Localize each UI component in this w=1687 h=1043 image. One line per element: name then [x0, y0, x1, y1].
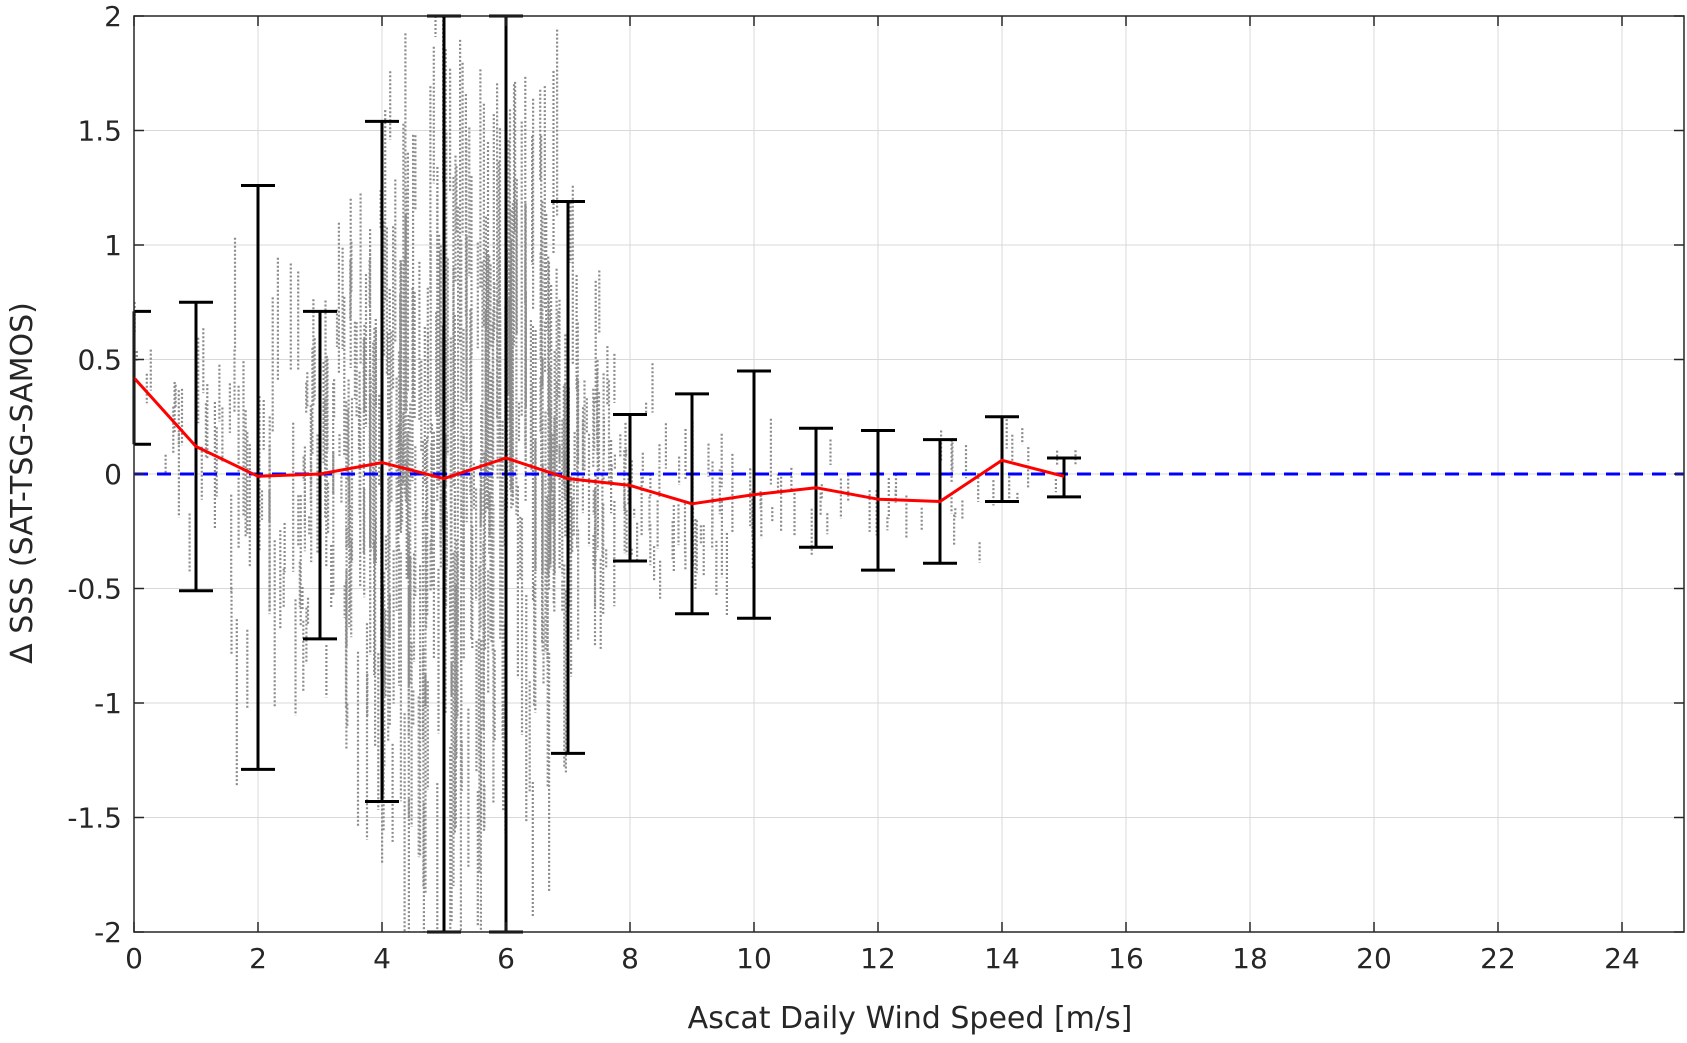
- x-tick-label: 4: [373, 942, 391, 975]
- scatter-points: [133, 16, 1077, 932]
- y-axis-title: Δ SSS (SAT-TSG-SAMOS): [5, 302, 40, 664]
- x-tick-label: 6: [497, 942, 515, 975]
- x-tick-label: 0: [125, 942, 143, 975]
- x-tick-label: 14: [984, 942, 1020, 975]
- x-tick-label: 20: [1356, 942, 1392, 975]
- x-tick-label: 22: [1480, 942, 1516, 975]
- x-tick-label: 8: [621, 942, 639, 975]
- y-tick-label: -1: [94, 687, 122, 720]
- y-tick-label: 1: [104, 229, 122, 262]
- mean-line-path: [132, 376, 1065, 506]
- y-tick-label: 1.5: [77, 115, 122, 148]
- axes: [133, 15, 1685, 933]
- error-bar: [613, 412, 647, 563]
- grid: [134, 16, 1684, 932]
- scatter-point-bands: [133, 16, 1077, 932]
- x-tick-label: 16: [1108, 942, 1144, 975]
- y-tick-label: 0.5: [77, 344, 122, 377]
- x-tick-label: 10: [736, 942, 772, 975]
- y-tick-label: -2: [94, 916, 122, 949]
- y-tick-label: 0: [104, 458, 122, 491]
- y-tick-label: -1.5: [67, 802, 122, 835]
- x-tick-label: 24: [1604, 942, 1640, 975]
- y-tick-label: -0.5: [67, 573, 122, 606]
- x-tick-label: 18: [1232, 942, 1268, 975]
- mean-line: [132, 376, 1065, 506]
- error-bar: [132, 309, 151, 446]
- y-tick-label: 2: [104, 0, 122, 33]
- tick-labels: 0 2 4 6 8 10 12 14 16 18 20 22 2421.510.50-0.5-1-1.5…: [67, 0, 1639, 975]
- x-tick-label: 2: [249, 942, 267, 975]
- x-tick-label: 12: [860, 942, 896, 975]
- x-axis-title: Ascat Daily Wind Speed [m/s]: [688, 1001, 1133, 1036]
- error-bar: [1047, 456, 1081, 499]
